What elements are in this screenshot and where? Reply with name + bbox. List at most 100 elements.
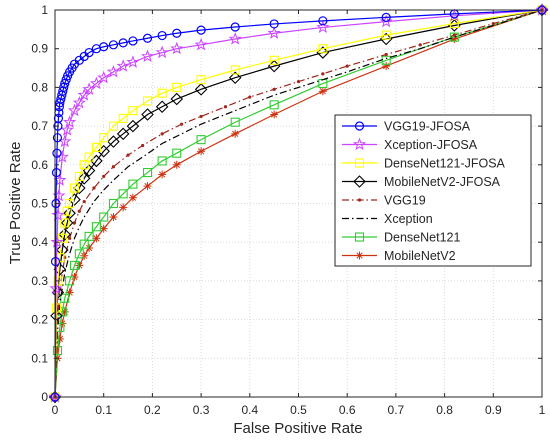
y-tick-label: 0.8	[31, 80, 48, 94]
data-point-densenet121	[99, 212, 109, 222]
data-point-vgg19	[77, 209, 81, 213]
x-tick-label: 0.8	[436, 403, 453, 417]
data-point-densenet121	[157, 156, 167, 166]
series-line-densenet121-jfosa	[54, 9, 543, 398]
legend-label: MobileNetV2	[384, 249, 456, 263]
y-tick-label: 0.6	[31, 158, 48, 172]
data-point-densenet121	[65, 276, 75, 286]
data-point-densenet121-jfosa	[74, 171, 84, 181]
legend-marker	[354, 121, 365, 131]
data-point-densenet121-jfosa	[84, 152, 94, 162]
data-point-densenet121	[60, 293, 70, 303]
data-point-vgg19-jfosa	[269, 19, 279, 29]
data-point-vgg19	[82, 199, 86, 204]
data-point-densenet121	[128, 179, 138, 189]
data-point-vgg19	[296, 79, 301, 84]
series-line-xception-jfosa	[54, 9, 543, 398]
data-point-xception-jfosa	[97, 70, 111, 84]
series-densenet121-jfosa	[50, 5, 547, 402]
y-tick-label: 0.4	[31, 235, 48, 249]
series-line-densenet121	[54, 9, 543, 398]
data-point-densenet121-jfosa	[118, 113, 128, 123]
data-point-mobilenetv2	[99, 224, 108, 233]
data-point-densenet121-jfosa	[99, 133, 109, 143]
data-point-vgg19-jfosa	[157, 30, 167, 41]
data-point-mobilenetv2-jfosa	[141, 108, 154, 121]
data-point-densenet121	[108, 198, 118, 209]
y-axis-ticks: 0 0.1 0.2 0.3 0.4 0.5 0.6 0.7 0.8 0.9 1	[31, 3, 542, 404]
data-point-vgg19	[72, 221, 77, 225]
data-point-mobilenetv2-jfosa	[170, 92, 184, 106]
data-point-vgg19	[321, 72, 325, 76]
data-point-xception-jfosa	[72, 95, 86, 109]
legend-entry-vgg19: VGG19	[342, 194, 426, 208]
series-line-xception	[54, 9, 543, 398]
data-point-vgg19	[141, 143, 145, 148]
data-point-densenet121	[74, 249, 84, 259]
data-point-vgg19-jfosa	[53, 113, 64, 123]
series-xception	[54, 9, 543, 398]
legend-entry-densenet121: DenseNet121	[342, 231, 460, 245]
data-point-mobilenetv2-jfosa	[51, 286, 65, 299]
x-tick-label: 1	[539, 403, 546, 417]
data-point-densenet121	[69, 260, 80, 270]
data-point-densenet121-jfosa	[57, 233, 67, 243]
data-point-mobilenetv2	[143, 182, 152, 191]
data-point-mobilenetv2	[119, 203, 128, 212]
legend-label: Xception	[384, 212, 433, 226]
series-mobilenetv2	[51, 6, 546, 401]
legend-marker	[354, 232, 365, 242]
data-point-xception-jfosa	[155, 45, 169, 59]
data-point-mobilenetv2-jfosa	[77, 172, 91, 185]
data-point-mobilenetv2-jfosa	[58, 228, 72, 241]
data-point-densenet121-jfosa	[142, 96, 153, 106]
data-point-densenet121-jfosa	[60, 218, 70, 228]
data-point-mobilenetv2	[382, 62, 391, 71]
x-tick-label: 0.5	[290, 403, 307, 417]
data-point-xception-jfosa	[51, 208, 65, 221]
x-tick-label: 0.6	[339, 403, 356, 417]
y-tick-label: 0.7	[31, 119, 48, 133]
data-point-densenet121-jfosa	[269, 55, 279, 65]
legend-label: Xception-JFOSA	[384, 138, 478, 152]
legend-entry-xception-jfosa: Xception-JFOSA	[342, 137, 478, 152]
data-point-densenet121-jfosa	[108, 121, 118, 131]
data-point-densenet121-jfosa	[79, 160, 89, 170]
legend: VGG19-JFOSA Xception-JFOSA DenseNet121-JFO…	[334, 114, 532, 267]
legend-label: VGG19-JFOSA	[384, 120, 471, 134]
data-point-xception-jfosa	[50, 235, 64, 248]
data-point-vgg19-jfosa	[51, 198, 61, 209]
legend-label: DenseNet121	[384, 231, 460, 245]
data-point-vgg19	[272, 87, 276, 91]
data-point-densenet121-jfosa	[381, 30, 391, 40]
data-point-vgg19	[491, 21, 495, 26]
series-layer	[48, 3, 549, 404]
data-point-vgg19-jfosa	[52, 133, 63, 143]
data-point-mobilenetv2-jfosa	[126, 119, 140, 133]
data-point-vgg19-jfosa	[84, 47, 94, 58]
x-tick-label: 0.4	[241, 403, 258, 417]
data-point-xception-jfosa	[106, 64, 121, 78]
legend-entry-mobilenetv2: MobileNetV2	[342, 249, 456, 263]
data-point-vgg19	[452, 33, 456, 37]
data-point-xception-jfosa	[228, 32, 242, 45]
y-tick-label: 1	[41, 3, 48, 17]
data-point-vgg19	[180, 122, 184, 126]
data-point-densenet121	[91, 222, 101, 232]
y-tick-label: 0	[41, 390, 48, 404]
legend-marker	[353, 175, 366, 188]
data-point-densenet121	[230, 117, 240, 127]
data-point-vgg19	[418, 43, 422, 47]
x-tick-label: 0.9	[485, 403, 502, 417]
x-tick-label: 0.1	[95, 403, 112, 417]
legend-entry-densenet121-jfosa: DenseNet121-JFOSA	[342, 157, 506, 171]
data-point-vgg19	[199, 114, 203, 119]
data-point-mobilenetv2	[109, 213, 118, 222]
data-point-xception-jfosa	[379, 14, 393, 28]
legend-label: DenseNet121-JFOSA	[384, 157, 506, 171]
legend-marker	[354, 158, 365, 168]
data-point-vgg19-jfosa	[172, 28, 182, 38]
legend-label: MobileNetV2-JFOSA	[384, 175, 501, 189]
